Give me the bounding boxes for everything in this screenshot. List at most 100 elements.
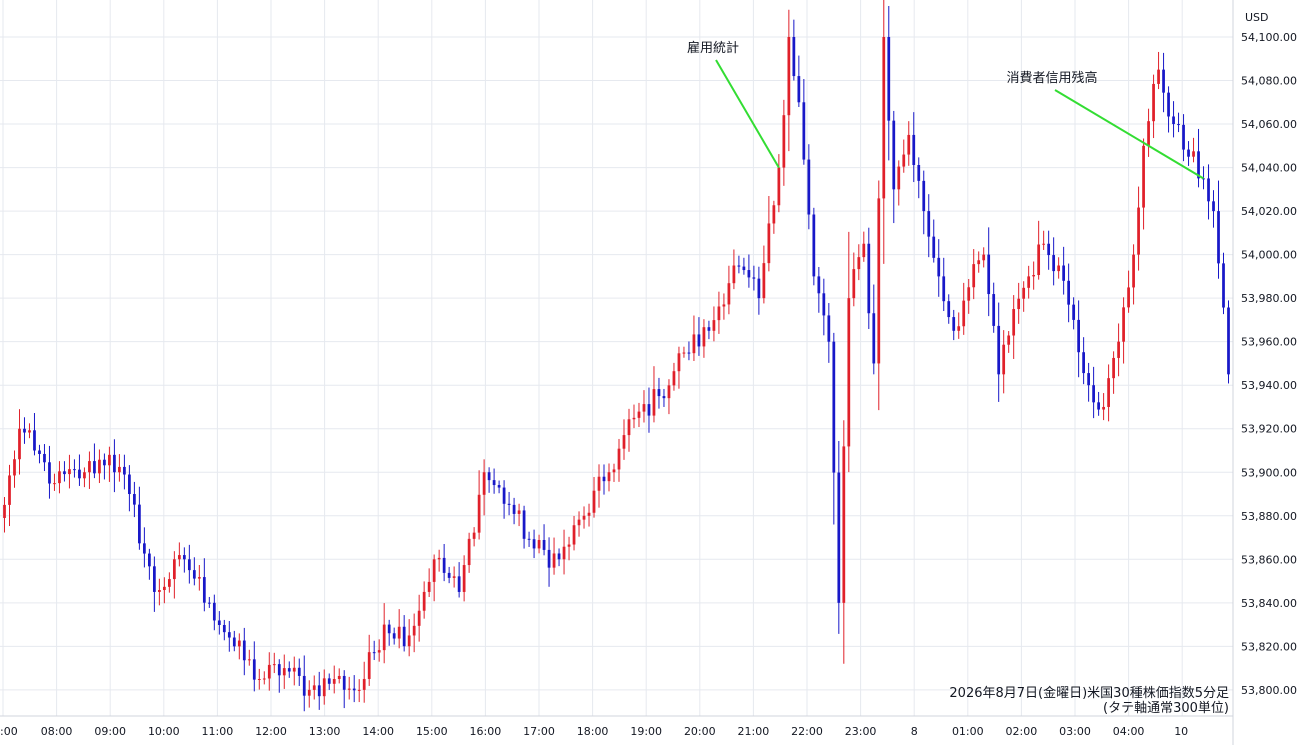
candle-down <box>123 454 126 490</box>
candle-up <box>83 467 86 488</box>
candle-body <box>187 559 191 571</box>
candle-body <box>337 675 341 680</box>
candle-body <box>1067 280 1071 305</box>
candle-up <box>727 265 731 315</box>
candle-down <box>817 266 821 313</box>
candle-body <box>297 667 301 676</box>
candle-body <box>1177 124 1180 126</box>
candle-body <box>397 626 401 639</box>
candle-down <box>872 284 876 375</box>
candle-down <box>1167 86 1170 133</box>
candle-up <box>1057 257 1061 279</box>
candle-up <box>567 536 571 561</box>
candle-body <box>412 625 416 636</box>
candle-down <box>342 670 346 709</box>
candle-body <box>987 254 991 295</box>
candle-up <box>857 244 861 281</box>
candle-up <box>622 419 626 460</box>
candle-body <box>1132 254 1135 288</box>
candle-down <box>947 294 951 324</box>
annotation-leader-line <box>715 59 780 169</box>
candle-up <box>607 463 611 492</box>
candle-body <box>327 678 331 684</box>
candle-body <box>1002 344 1006 375</box>
candle-up <box>307 680 311 708</box>
candle-up <box>1007 331 1011 353</box>
candle-down <box>187 544 191 584</box>
candle-down <box>1222 252 1225 315</box>
candle-up <box>292 656 296 686</box>
price-axis[interactable]: 53,800.00 53,820.00 53,840.00 53,860.00 53,8… <box>1241 31 1297 697</box>
candle-body <box>262 678 266 680</box>
candle-body <box>1167 92 1170 117</box>
candle-body <box>322 678 326 697</box>
candle-up <box>1152 74 1155 139</box>
candle-body <box>472 532 476 539</box>
x-tick-label: 08:00 <box>41 725 73 738</box>
x-tick-label: 17:00 <box>523 725 555 738</box>
candle-down <box>222 619 226 641</box>
candle-down <box>33 413 36 456</box>
candle-up <box>682 346 686 358</box>
candle-down <box>662 388 666 407</box>
candle-up <box>1102 393 1105 421</box>
candle-body <box>1037 244 1041 276</box>
candle-up <box>767 196 771 272</box>
candle-body <box>762 263 766 299</box>
candle-body <box>737 265 741 267</box>
candle-down <box>457 562 461 598</box>
candle-up <box>98 449 101 484</box>
candle-up <box>672 362 676 391</box>
candle-down <box>917 157 921 199</box>
candle-body <box>477 494 481 533</box>
y-tick-label: 53,840.00 <box>1241 597 1297 610</box>
candle-body <box>377 650 381 653</box>
candle-body <box>227 632 231 638</box>
candle-down <box>103 453 106 480</box>
candle-body <box>212 602 216 621</box>
candle-body <box>567 544 571 547</box>
candle-body <box>667 385 671 399</box>
candle-down <box>997 302 1001 402</box>
candle-body <box>747 270 751 278</box>
candle-up <box>68 454 71 489</box>
candle-up <box>652 366 656 423</box>
candle-body <box>572 525 576 545</box>
candle-body <box>592 490 596 513</box>
candle-up <box>587 503 591 527</box>
grid <box>0 0 1233 716</box>
candle-body <box>1192 151 1195 157</box>
chart-caption-line-2: (タテ軸通常300単位) <box>1103 700 1229 716</box>
candle-body <box>837 472 841 603</box>
candle-body <box>252 659 256 680</box>
candle-down <box>1227 300 1230 384</box>
time-axis[interactable]: :00 08:00 09:00 10:00 11:00 12:00 13:00 14:00 15… <box>0 725 1188 738</box>
candle-up <box>982 247 986 268</box>
candle-down <box>867 227 871 330</box>
candle-down <box>1197 128 1200 188</box>
candle-body <box>1032 275 1036 277</box>
candle-down <box>1212 190 1215 228</box>
candle-up <box>627 408 631 452</box>
candle-down <box>207 596 211 608</box>
candle-body <box>657 389 661 397</box>
candle-body <box>1217 211 1220 264</box>
x-tick-label: 19:00 <box>630 725 662 738</box>
candle-body <box>148 553 151 567</box>
candle-body <box>997 325 1001 375</box>
candle-up <box>582 506 586 529</box>
candle-body <box>8 475 11 505</box>
candle-body <box>977 260 981 265</box>
x-tick-label: 03:00 <box>1059 725 1091 738</box>
candle-down <box>657 377 661 409</box>
candle-body <box>162 586 166 591</box>
candle-down <box>1092 366 1095 419</box>
candle-body <box>542 539 546 550</box>
candle-down <box>602 464 606 495</box>
candle-body <box>797 76 801 103</box>
candle-up <box>897 160 901 206</box>
y-tick-label: 54,000.00 <box>1241 249 1297 262</box>
candle-up <box>642 390 646 423</box>
candle-body <box>287 668 291 672</box>
y-tick-label: 53,820.00 <box>1241 640 1297 653</box>
